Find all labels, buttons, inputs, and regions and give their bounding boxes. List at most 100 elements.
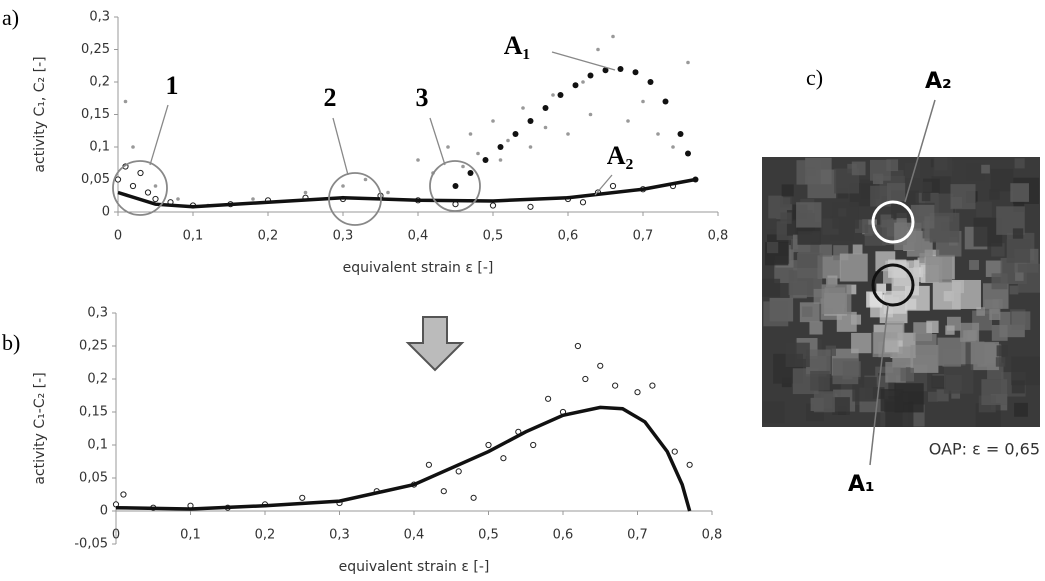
x-axis-label: equivalent strain ε [-]	[339, 559, 490, 575]
data-point	[656, 132, 660, 136]
region-ring	[328, 172, 382, 226]
texture	[1007, 346, 1018, 357]
texture	[765, 218, 777, 230]
texture	[950, 184, 976, 210]
y-tick-label: 0,15	[81, 107, 110, 122]
texture	[976, 201, 992, 218]
texture	[928, 391, 938, 402]
y-tick-label: 0,2	[87, 372, 108, 387]
data-point	[588, 112, 593, 117]
data-point	[545, 395, 552, 402]
texture	[785, 342, 810, 368]
x-tick-label: 0,6	[558, 229, 579, 244]
x-tick-label: 0,4	[404, 528, 425, 543]
texture	[832, 358, 859, 385]
data-point	[129, 182, 137, 190]
texture	[1006, 239, 1031, 263]
texture	[767, 241, 779, 254]
data-point	[685, 150, 691, 157]
data-point	[527, 118, 534, 124]
texture	[1014, 402, 1028, 417]
texture	[921, 181, 932, 192]
y-tick-label: 0,2	[89, 75, 110, 90]
texture	[839, 253, 868, 282]
data-point	[617, 66, 624, 72]
x-tick-label: 0	[114, 229, 122, 244]
annotation: 2	[324, 83, 337, 112]
texture	[846, 284, 857, 295]
texture	[880, 389, 904, 412]
texture	[921, 192, 931, 202]
data-point	[120, 491, 127, 498]
region-ring	[429, 160, 481, 212]
texture	[985, 260, 1003, 277]
marker-ring	[871, 200, 915, 244]
texture	[1011, 311, 1031, 330]
texture	[1011, 380, 1025, 394]
texture	[989, 308, 1001, 320]
texture	[810, 370, 830, 391]
texture	[1017, 263, 1040, 293]
texture	[900, 367, 915, 382]
panel-label: b)	[2, 330, 20, 355]
texture	[886, 159, 899, 172]
data-point	[363, 177, 368, 182]
data-point	[611, 34, 615, 39]
data-point	[440, 488, 447, 495]
data-point	[574, 342, 582, 350]
marker-label: A₂	[925, 69, 952, 94]
texture	[763, 301, 789, 327]
data-point	[467, 170, 474, 176]
texture	[995, 357, 1006, 367]
texture	[813, 391, 835, 413]
texture	[915, 334, 937, 355]
data-point	[543, 125, 548, 130]
x-tick-label: 0,3	[329, 528, 350, 543]
texture	[876, 283, 887, 294]
texture	[951, 389, 961, 399]
data-point	[671, 448, 678, 455]
texture	[809, 321, 823, 335]
y-tick-label: 0,25	[81, 42, 110, 57]
texture	[910, 204, 935, 229]
texture	[969, 260, 979, 270]
panel-label: a)	[2, 5, 19, 30]
texture	[996, 345, 1008, 357]
texture	[929, 212, 960, 243]
y-axis-label: activity C₁, C₂ [-]	[32, 56, 48, 172]
leader	[332, 117, 349, 176]
data-point	[557, 92, 564, 98]
data-point	[587, 72, 594, 79]
data-point	[527, 203, 534, 210]
data-point	[506, 138, 510, 143]
data-point	[489, 202, 497, 209]
texture	[806, 349, 831, 375]
texture	[781, 184, 794, 197]
x-axis-label: equivalent strain ε [-]	[343, 260, 494, 276]
x-tick-label: 0,1	[180, 528, 201, 543]
leader	[904, 99, 936, 203]
y-tick-label: 0	[102, 205, 110, 220]
data-point	[612, 382, 619, 389]
data-point	[485, 441, 492, 449]
data-point	[498, 158, 503, 162]
texture	[943, 291, 954, 302]
texture	[832, 397, 850, 415]
annotation: A₁	[504, 31, 531, 60]
texture	[825, 277, 836, 288]
y-tick-label: 0,1	[87, 438, 108, 453]
data-point	[677, 131, 684, 137]
marker-ring	[871, 263, 915, 307]
data-point	[581, 80, 585, 84]
y-tick-label: 0,05	[79, 471, 108, 486]
data-point	[572, 82, 579, 89]
leader	[149, 104, 169, 166]
data-point	[482, 157, 489, 163]
leader	[594, 174, 613, 196]
texture	[1014, 158, 1025, 169]
marker-label: A₁	[848, 472, 875, 497]
data-point	[512, 131, 519, 137]
data-point	[609, 182, 617, 190]
texture	[884, 321, 905, 341]
